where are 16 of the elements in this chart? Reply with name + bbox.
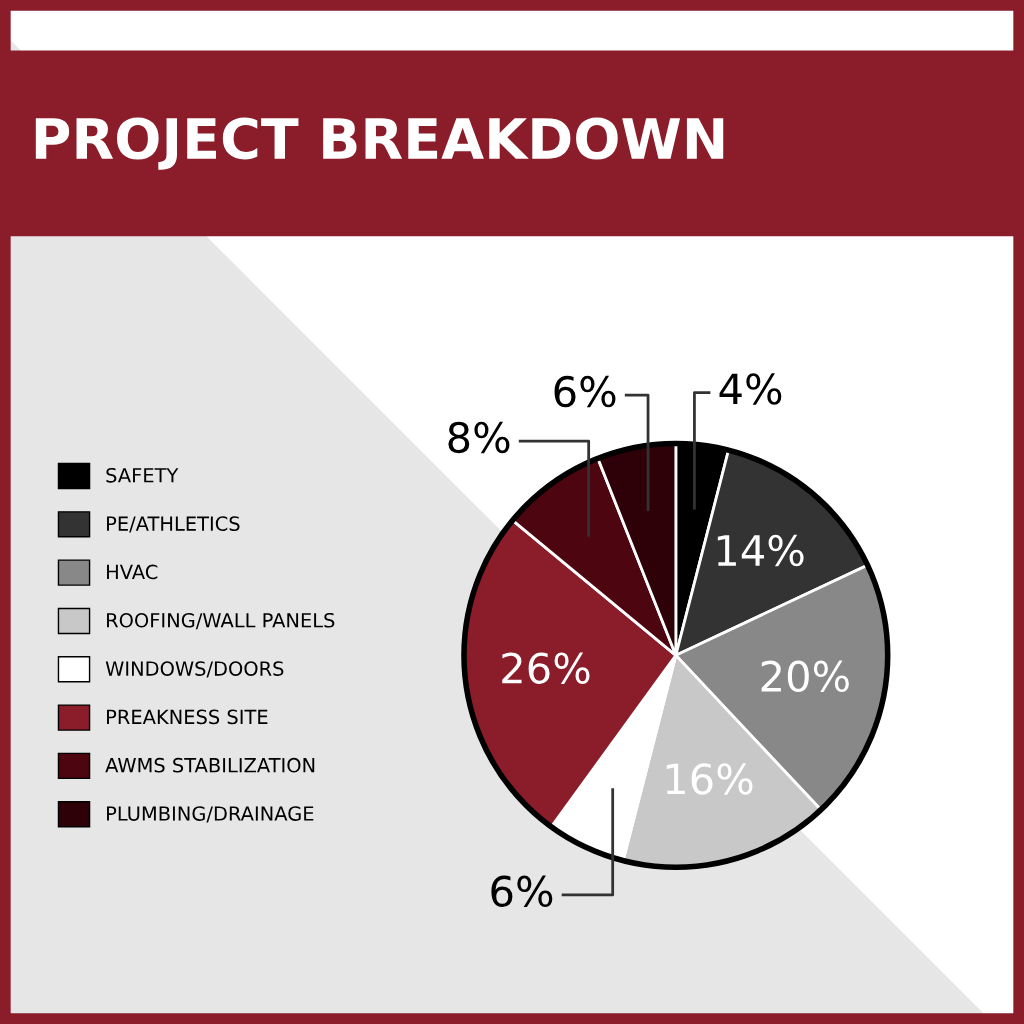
data-label: 8% — [448, 421, 510, 454]
legend-label: PLUMBING/DRAINAGE — [107, 806, 314, 823]
legend-label: WINDOWS/DOORS — [105, 661, 284, 678]
legend-label: SAFETY — [106, 467, 179, 483]
legend-label: ROOFING/WALL PANELS — [107, 612, 335, 630]
data-label: 4% — [719, 373, 782, 405]
legend-label: AWMS STABILIZATION — [105, 757, 315, 773]
data-label: 6% — [554, 375, 616, 408]
chart-title: PROJECT BREAKDOWN — [35, 117, 724, 170]
data-label: 14% — [717, 534, 804, 567]
data-label: 20% — [761, 660, 849, 693]
legend-label: PE/ATHLETICS — [107, 516, 240, 533]
data-label: 6% — [491, 875, 553, 908]
legend-label: PREAKNESS SITE — [107, 709, 268, 725]
legend-label: HVAC — [107, 564, 158, 580]
data-label: 26% — [502, 652, 590, 684]
